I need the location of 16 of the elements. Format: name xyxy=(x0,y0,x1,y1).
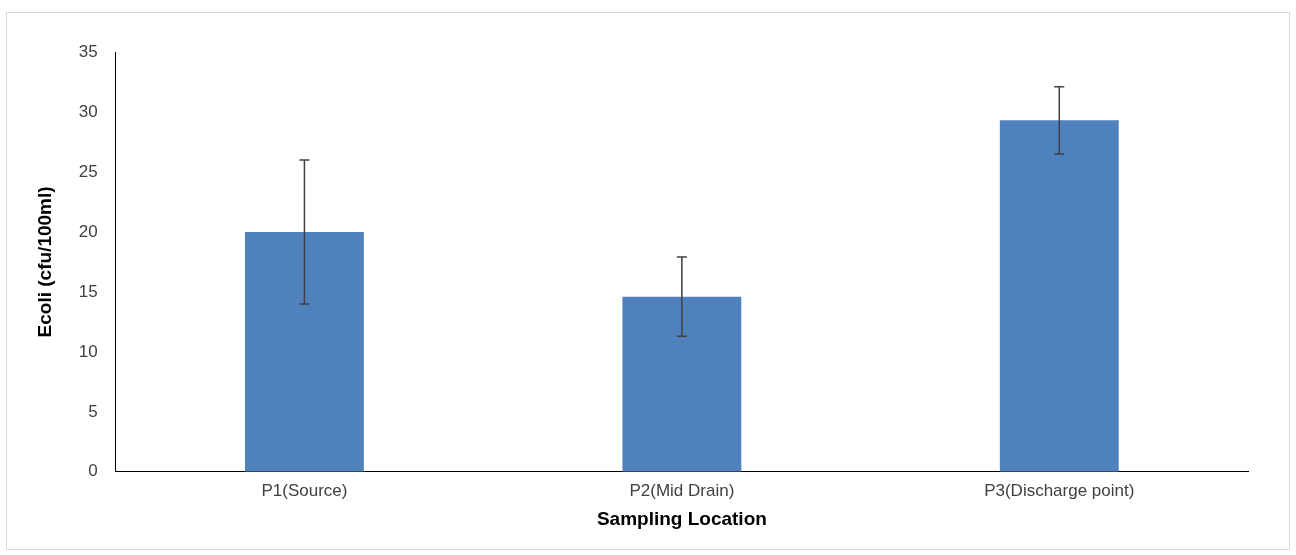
y-axis-title: Ecoli (cfu/100ml) xyxy=(33,186,55,338)
y-tick-label: 30 xyxy=(78,101,98,121)
y-tick-label: 10 xyxy=(78,341,98,361)
bar xyxy=(244,231,364,472)
x-tick-label: P2(Mid Drain) xyxy=(629,480,735,500)
y-tick-label: 0 xyxy=(88,461,98,481)
y-tick-label: 15 xyxy=(78,281,98,301)
x-tick-label: P1(Source) xyxy=(261,480,348,500)
y-tick-label: 25 xyxy=(78,161,98,181)
y-tick-label: 20 xyxy=(78,221,98,241)
y-tick-label: 5 xyxy=(88,401,98,421)
bar xyxy=(999,120,1119,472)
y-tick-label: 35 xyxy=(78,41,98,61)
bar xyxy=(622,296,742,472)
x-axis-title: Sampling Location xyxy=(596,507,767,529)
x-tick-label: P3(Discharge point) xyxy=(984,480,1135,500)
